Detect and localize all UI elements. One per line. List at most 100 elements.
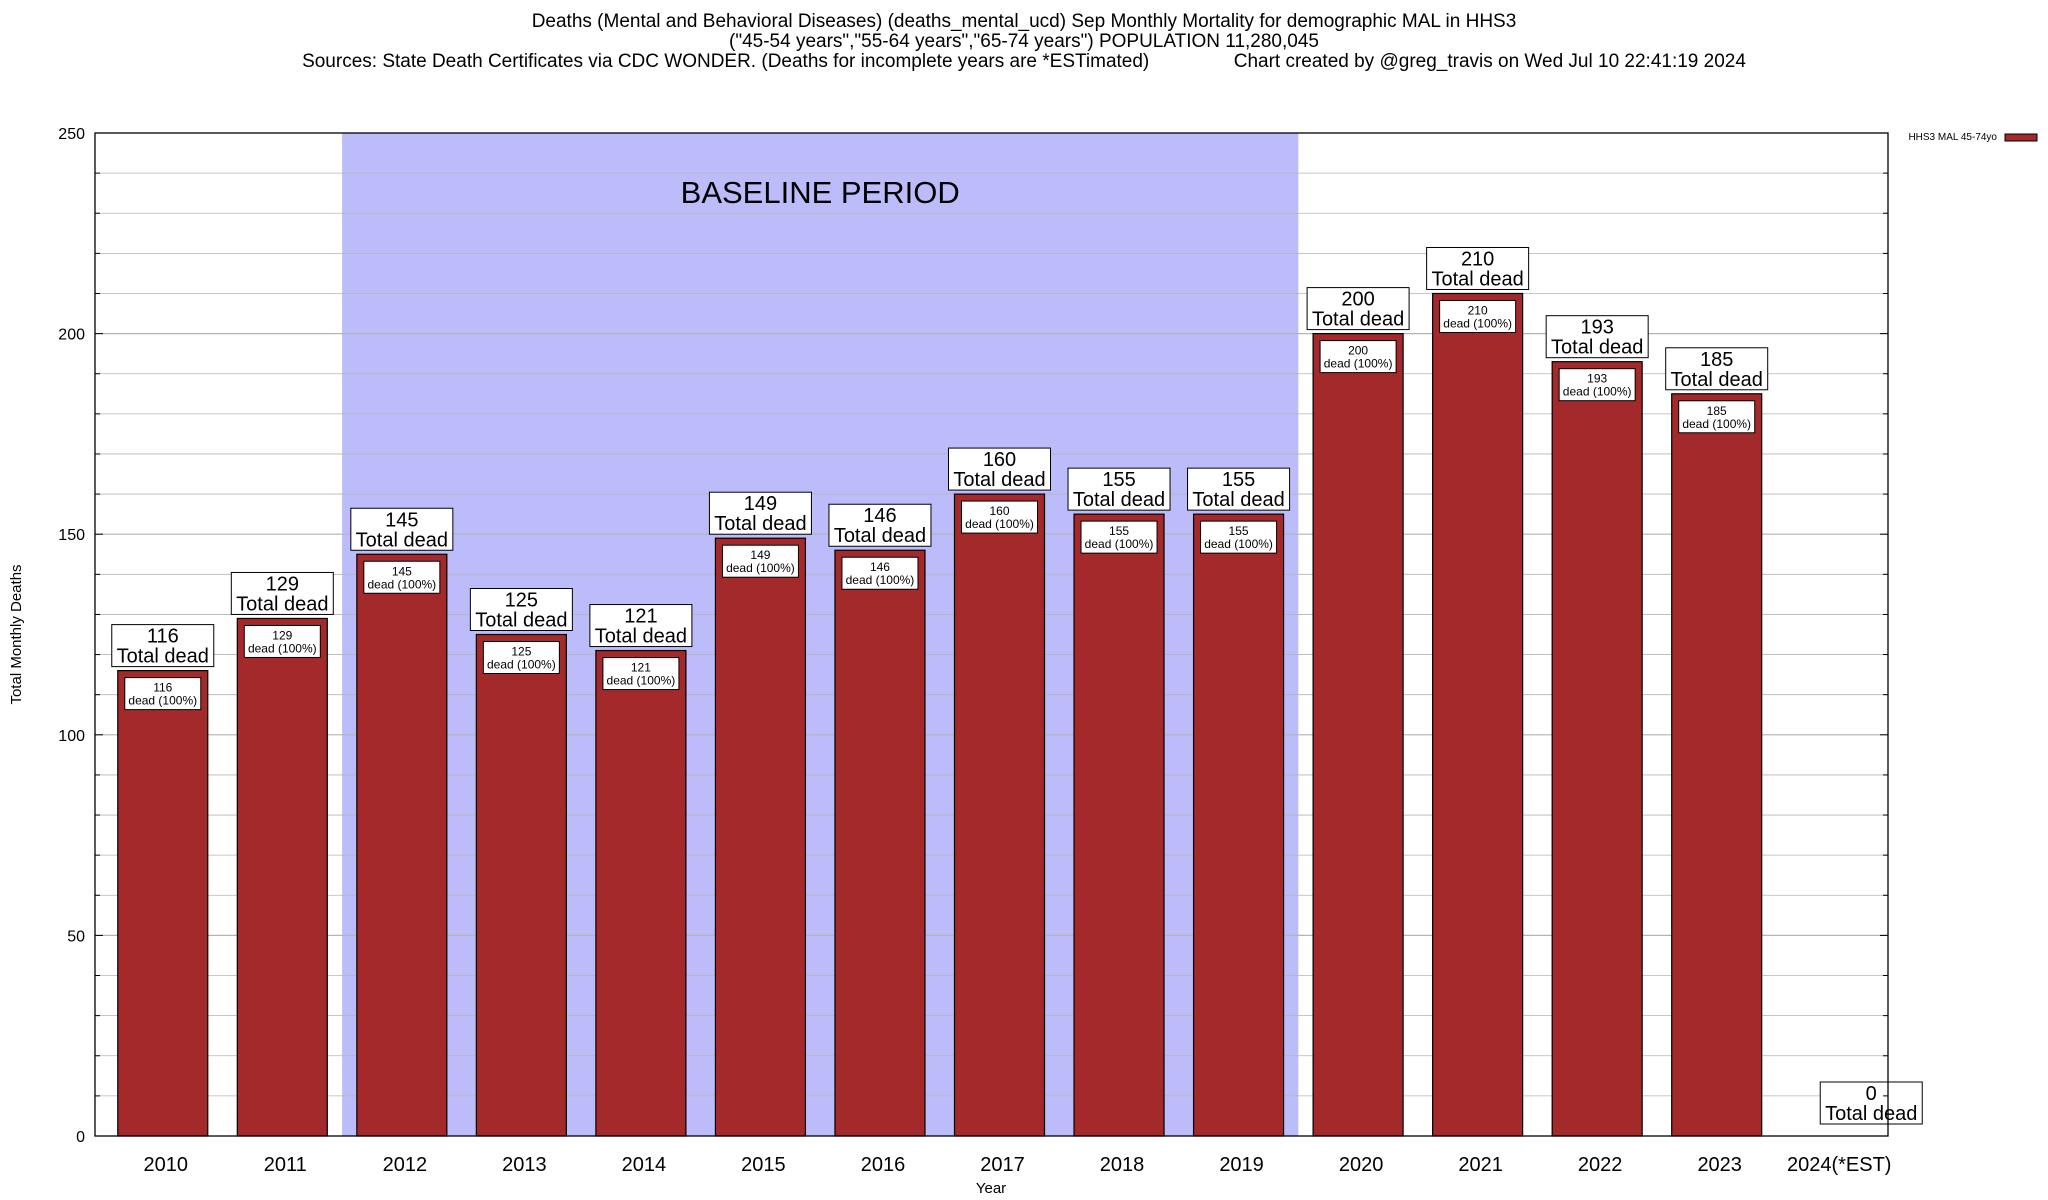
y-tick-label: 250	[58, 126, 85, 143]
top-label-text: Total dead	[1312, 309, 1404, 331]
inner-label-value: 155	[1109, 524, 1129, 538]
top-label-box	[350, 507, 454, 551]
y-tick-label: 200	[58, 327, 85, 344]
top-label-box	[1306, 287, 1410, 331]
top-label-value: 155	[1102, 469, 1135, 491]
top-label-text: Total dead	[1192, 489, 1284, 511]
inner-label-value: 200	[1348, 344, 1368, 358]
y-axis-label: Total Monthly Deaths	[8, 564, 25, 704]
top-label-text: Total dead	[1073, 489, 1165, 511]
inner-label-text: dead (100%)	[607, 674, 676, 688]
top-label-box	[1067, 467, 1171, 511]
inner-label-text: dead (100%)	[726, 561, 795, 575]
top-label-value: 116	[147, 626, 179, 648]
inner-label-box	[1558, 368, 1636, 402]
top-label-value: 121	[624, 606, 657, 628]
top-label-box	[469, 588, 573, 631]
inner-label-text: dead (100%)	[846, 573, 915, 587]
top-label-value: 146	[863, 505, 896, 527]
inner-label-box	[841, 556, 919, 590]
y-tick-label: 100	[58, 728, 85, 745]
top-label-value: 0	[1866, 1083, 1877, 1105]
bar	[475, 633, 567, 1137]
top-label-box	[589, 604, 693, 648]
top-label-box	[1187, 467, 1291, 511]
top-label-text: Total dead	[1551, 337, 1643, 359]
top-label-text: Total dead	[475, 610, 567, 632]
top-label-text: Total dead	[595, 626, 687, 648]
y-tick-label: 50	[67, 928, 85, 945]
bar	[117, 670, 209, 1137]
x-axis-label: Year	[976, 1180, 1006, 1197]
x-tick-label: 2016	[861, 1154, 906, 1176]
x-tick-label: 2018	[1100, 1154, 1145, 1176]
top-label-text: Total dead	[1671, 369, 1763, 391]
inner-label-text: dead (100%)	[248, 641, 317, 655]
inner-label-value: 125	[511, 645, 531, 659]
x-tick-label: 2014	[622, 1154, 667, 1176]
bar	[953, 493, 1046, 1137]
inner-label-box	[243, 624, 321, 658]
x-tick-label: 2019	[1219, 1154, 1264, 1176]
inner-label-text: dead (100%)	[1085, 537, 1154, 551]
inner-label-text: dead (100%)	[1204, 537, 1273, 551]
top-label-box	[1665, 347, 1769, 391]
inner-label-box	[482, 641, 560, 674]
inner-label-text: dead (100%)	[965, 517, 1034, 531]
bar	[714, 537, 807, 1137]
top-label-text: Total dead	[236, 593, 328, 615]
inner-label-box	[602, 657, 680, 691]
bar	[1192, 513, 1285, 1137]
top-label-value: 160	[983, 449, 1016, 471]
y-tick-label: 150	[58, 527, 85, 544]
inner-label-value: 146	[870, 560, 890, 574]
bar	[236, 617, 328, 1137]
inner-label-value: 121	[631, 661, 651, 675]
top-label-box	[1819, 1081, 1923, 1125]
top-label-value: 125	[505, 590, 538, 612]
inner-label-value: 210	[1468, 303, 1488, 317]
x-tick-label: 2024(*EST)	[1787, 1154, 1892, 1176]
top-label-text: Total dead	[1431, 268, 1523, 290]
top-label-text: Total dead	[1825, 1103, 1917, 1125]
top-label-box	[111, 624, 215, 668]
x-tick-label: 2017	[980, 1154, 1025, 1176]
top-label-value: 145	[385, 509, 418, 531]
x-tick-label: 2020	[1339, 1154, 1384, 1176]
inner-label-box	[124, 677, 202, 711]
top-label-value: 210	[1461, 248, 1494, 270]
inner-label-value: 149	[750, 548, 770, 562]
top-label-text: Total dead	[117, 646, 209, 668]
top-label-value: 193	[1580, 317, 1613, 339]
x-tick-label: 2010	[144, 1154, 189, 1176]
inner-label-value: 116	[153, 681, 172, 695]
top-label-value: 149	[744, 493, 777, 515]
inner-label-box	[721, 544, 799, 578]
title-line-2: ("45-54 years","55-64 years","65-74 year…	[729, 31, 1319, 52]
y-tick-label: 0	[76, 1129, 85, 1146]
bar	[1432, 292, 1524, 1137]
title-line-3: Sources: State Death Certificates via CD…	[302, 51, 1746, 72]
inner-label-value: 145	[392, 564, 412, 578]
inner-label-text: dead (100%)	[1682, 417, 1751, 431]
top-label-box	[948, 447, 1051, 491]
bar	[1551, 361, 1643, 1137]
bar	[1671, 393, 1763, 1137]
top-label-value: 129	[266, 573, 299, 595]
x-tick-label: 2013	[502, 1154, 547, 1176]
x-tick-label: 2021	[1458, 1154, 1503, 1176]
bar	[1073, 513, 1165, 1137]
top-label-value: 200	[1341, 289, 1374, 311]
inner-label-box	[1439, 299, 1517, 333]
inner-label-value: 193	[1587, 372, 1607, 386]
plot-frame	[94, 132, 1889, 1137]
inner-label-box	[363, 560, 441, 594]
top-label-text: Total dead	[714, 513, 806, 535]
top-label-value: 185	[1700, 349, 1733, 371]
legend-swatch	[2004, 133, 2038, 142]
legend-label: HHS3 MAL 45-74yo	[1908, 132, 1997, 143]
x-tick-label: 2012	[383, 1154, 428, 1176]
bar	[356, 553, 448, 1137]
inner-label-text: dead (100%)	[1443, 316, 1512, 330]
